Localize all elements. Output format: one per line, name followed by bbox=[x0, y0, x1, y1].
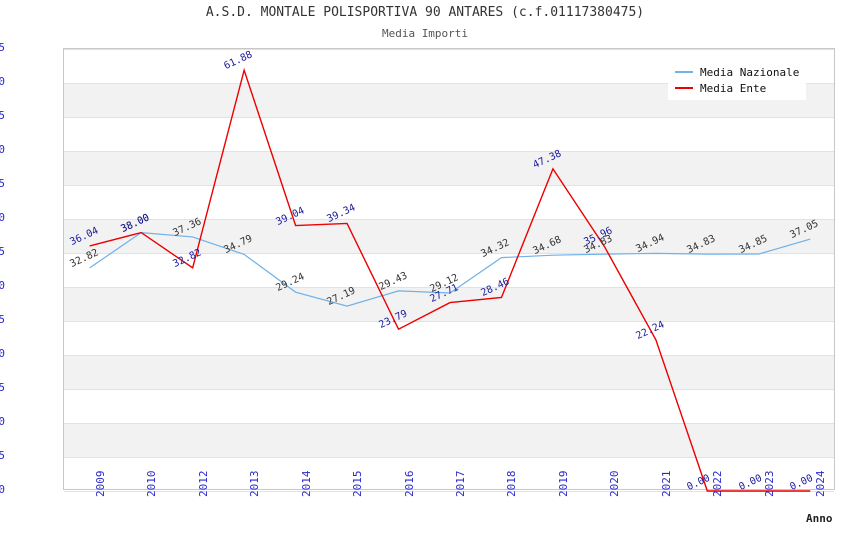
x-axis-tick-label: 2010 bbox=[145, 470, 159, 498]
x-axis-tick-label: 2014 bbox=[299, 470, 313, 498]
gridline bbox=[64, 287, 834, 288]
y-axis-tick-label: 55 bbox=[0, 109, 5, 122]
chart-legend: Media Nazionale Media Ente bbox=[668, 60, 807, 100]
gridline bbox=[64, 321, 834, 322]
x-axis-tick-label: 2012 bbox=[196, 470, 210, 498]
gridline bbox=[64, 49, 834, 50]
y-axis-tick-label: 10 bbox=[0, 415, 5, 428]
x-axis-tick-label: 2023 bbox=[762, 470, 776, 498]
y-axis-tick-label: 15 bbox=[0, 381, 5, 394]
series-line bbox=[89, 67, 811, 492]
x-axis-tick-label: 2019 bbox=[556, 470, 570, 498]
x-axis-title: Anno bbox=[806, 512, 833, 525]
legend-label-media-nazionale: Media Nazionale bbox=[700, 65, 800, 79]
y-axis-tick-label: 5 bbox=[0, 449, 5, 462]
y-axis-tick-label: 50 bbox=[0, 143, 5, 156]
plot-band bbox=[64, 219, 834, 253]
gridline bbox=[64, 117, 834, 118]
gridline bbox=[64, 491, 834, 492]
plot-band bbox=[64, 151, 834, 185]
y-axis-tick-label: 45 bbox=[0, 177, 5, 190]
x-axis-tick-label: 2013 bbox=[248, 470, 262, 498]
legend-item-media-nazionale[interactable]: Media Nazionale bbox=[675, 64, 799, 80]
x-axis-tick-label: 2009 bbox=[93, 470, 107, 498]
gridline bbox=[64, 389, 834, 390]
x-axis-tick-label: 2018 bbox=[505, 470, 519, 498]
plot-band bbox=[64, 423, 834, 457]
gridline bbox=[64, 355, 834, 356]
chart-subtitle: Media Importi bbox=[381, 27, 469, 40]
legend-item-media-ente[interactable]: Media Ente bbox=[675, 80, 799, 96]
x-axis-tick-label: 2021 bbox=[659, 470, 673, 498]
gridline bbox=[64, 253, 834, 254]
series-line bbox=[89, 231, 811, 307]
chart-title: A.S.D. MONTALE POLISPORTIVA 90 ANTARES (… bbox=[205, 5, 645, 20]
plot-band bbox=[64, 355, 834, 389]
y-axis-tick-label: 65 bbox=[0, 41, 5, 54]
gridline bbox=[64, 219, 834, 220]
x-axis-tick-label: 2017 bbox=[454, 470, 467, 498]
gridline bbox=[64, 151, 834, 152]
x-axis-tick-label: 2024 bbox=[814, 470, 828, 498]
x-axis-tick-label: 2022 bbox=[711, 470, 725, 498]
x-axis-tick-label: 2016 bbox=[402, 470, 416, 498]
y-axis-tick-label: 20 bbox=[0, 347, 5, 360]
legend-label-media-ente: Media Ente bbox=[700, 81, 767, 95]
plot-area bbox=[63, 48, 835, 492]
x-axis-tick-label: 2020 bbox=[608, 470, 622, 498]
gridline bbox=[64, 83, 834, 84]
x-axis-tick-label: 2015 bbox=[351, 470, 365, 498]
gridline bbox=[64, 457, 834, 458]
y-axis-tick-label: 40 bbox=[0, 211, 5, 224]
y-axis-tick-label: 0 bbox=[0, 483, 5, 496]
legend-swatch-media-ente bbox=[675, 87, 693, 89]
y-axis-tick-label: 35 bbox=[0, 245, 5, 258]
legend-swatch-media-nazionale bbox=[675, 71, 693, 73]
y-axis-tick-label: 30 bbox=[0, 279, 5, 292]
y-axis-tick-label: 60 bbox=[0, 75, 5, 88]
gridline bbox=[64, 423, 834, 424]
gridline bbox=[64, 185, 834, 186]
series-lines bbox=[89, 67, 811, 492]
y-axis-tick-label: 25 bbox=[0, 313, 5, 326]
